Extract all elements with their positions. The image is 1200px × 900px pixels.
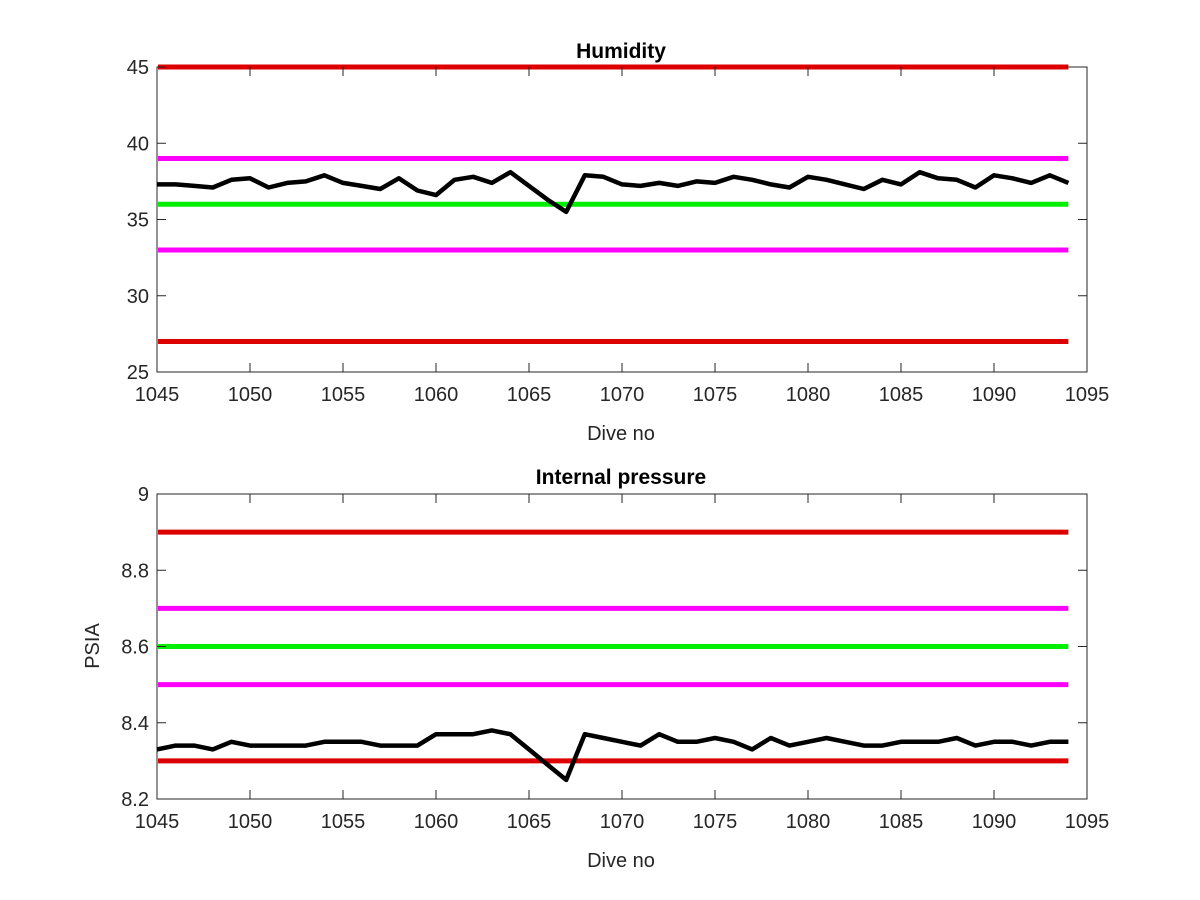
y-tick-label: 30 (127, 286, 149, 308)
plot-area-frame (156, 66, 1088, 373)
reference-lines (158, 64, 1069, 344)
x-tick-label: 1060 (414, 384, 459, 406)
y-tick-label: 8.4 (121, 713, 149, 735)
x-tick-label: 1050 (228, 384, 273, 406)
y-tick-label: 8.8 (121, 560, 149, 582)
y-axis-ticks: 8.2 8.4 8.6 8.8 9 (121, 484, 1087, 811)
x-axis-label: Dive no (587, 850, 655, 872)
chart-title: Internal pressure (536, 466, 706, 489)
chart-title: Humidity (576, 40, 666, 63)
x-axis-ticks: 1045 1050 1055 1060 1065 1070 1075 1080 1085 1090… (135, 494, 1110, 833)
y-tick-label: 8.6 (121, 637, 149, 659)
x-tick-label: 1070 (600, 811, 645, 833)
x-tick-label: 1065 (507, 384, 552, 406)
x-tick-label: 1045 (135, 384, 180, 406)
reference-lines (158, 529, 1069, 764)
x-tick-label: 1045 (135, 811, 180, 833)
y-tick-label: 45 (127, 57, 149, 79)
x-tick-label: 1095 (1065, 384, 1110, 406)
y-axis-ticks: 25 30 35 40 45 (127, 57, 1087, 384)
x-tick-label: 1075 (693, 384, 738, 406)
x-tick-label: 1055 (321, 384, 366, 406)
y-tick-label: 35 (127, 210, 149, 232)
x-axis-ticks: 1045 1050 1055 1060 1065 1070 1075 1080 1085 1090… (135, 67, 1110, 406)
x-tick-label: 1090 (972, 811, 1017, 833)
data-series (157, 169, 1070, 215)
x-tick-label: 1075 (693, 811, 738, 833)
y-tick-label: 25 (127, 362, 149, 384)
x-tick-label: 1065 (507, 811, 552, 833)
series-line (156, 728, 1069, 783)
x-tick-label: 1090 (972, 384, 1017, 406)
y-tick-label: 9 (138, 484, 149, 506)
y-tick-label: 40 (127, 133, 149, 155)
y-tick-label: 8.2 (121, 789, 149, 811)
x-tick-label: 1070 (600, 384, 645, 406)
x-tick-label: 1095 (1065, 811, 1110, 833)
x-tick-label: 1085 (879, 384, 924, 406)
x-axis-label: Dive no (587, 423, 655, 445)
x-tick-label: 1080 (786, 384, 831, 406)
x-tick-label: 1080 (786, 811, 831, 833)
chart-humidity: Humidity 25 30 35 40 45 1045 1050 1055 1060 1065… (127, 40, 1110, 445)
x-tick-label: 1085 (879, 811, 924, 833)
chart-internal-pressure: Internal pressure 8.2 8.4 8.6 8.8 9 1045 1050… (82, 466, 1109, 872)
x-tick-label: 1060 (414, 811, 459, 833)
x-tick-label: 1055 (321, 811, 366, 833)
data-series (156, 728, 1069, 783)
x-tick-label: 1050 (228, 811, 273, 833)
y-axis-label: PSIA (82, 623, 104, 669)
series-line (157, 169, 1070, 215)
